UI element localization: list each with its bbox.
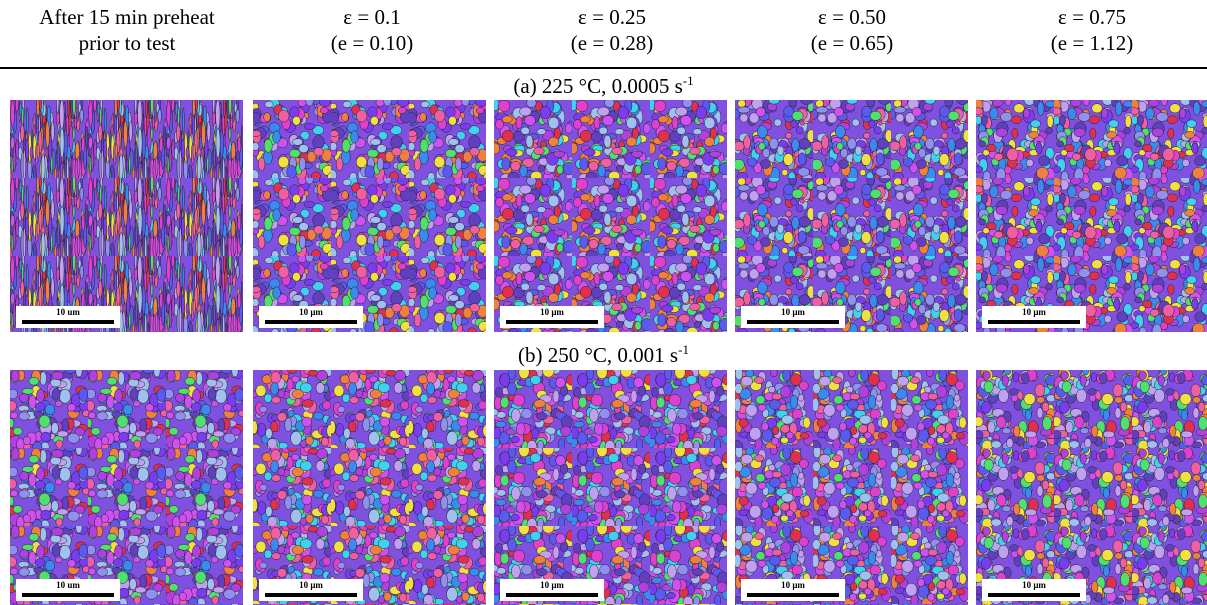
column-header: ε = 0.25 (e = 0.28) — [492, 4, 732, 56]
micrograph — [253, 370, 486, 605]
micrograph — [976, 370, 1207, 605]
micrograph — [494, 100, 727, 332]
micrograph-panel: 10 μm — [494, 100, 727, 332]
micrograph-panel: 10 μm — [735, 370, 968, 605]
header-line: (e = 0.28) — [570, 31, 654, 55]
micrograph — [976, 100, 1207, 332]
header-line: prior to test — [78, 31, 176, 55]
header-line: ε = 0.1 — [343, 5, 401, 29]
micrograph — [10, 370, 243, 605]
scale-bar-line — [506, 320, 598, 324]
scale-bar-line — [747, 320, 839, 324]
column-header: ε = 0.75 (e = 1.12) — [972, 4, 1207, 56]
row-label-exponent: -1 — [682, 73, 694, 88]
scale-bar-text: 10 μm — [540, 307, 564, 317]
micrograph — [494, 370, 727, 605]
scale-bar-text: 10 μm — [1022, 307, 1046, 317]
scale-bar: 10 μm — [259, 306, 363, 328]
header-line: After 15 min preheat — [39, 5, 215, 29]
header-line: (e = 1.12) — [1050, 31, 1134, 55]
scale-bar: 10 μm — [741, 579, 845, 601]
header-line: (e = 0.65) — [810, 31, 894, 55]
row-label: (a) 225 °C, 0.0005 s-1 — [0, 73, 1207, 99]
scale-bar-line — [747, 593, 839, 597]
scale-bar: 10 μm — [741, 306, 845, 328]
scale-bar-line — [22, 593, 114, 597]
scale-bar: 10 μm — [982, 579, 1086, 601]
row-label-text: (a) 225 °C, 0.0005 s — [513, 74, 683, 98]
micrograph-panel: 10 μm — [976, 370, 1207, 605]
micrograph-panel: 10 μm — [253, 100, 486, 332]
column-header: ε = 0.1 (e = 0.10) — [252, 4, 492, 56]
scale-bar-line — [988, 320, 1080, 324]
row-label: (b) 250 °C, 0.001 s-1 — [0, 342, 1207, 368]
scale-bar-text: 10 μm — [1022, 580, 1046, 590]
scale-bar-line — [988, 593, 1080, 597]
scale-bar-line — [506, 593, 598, 597]
scale-bar-line — [265, 593, 357, 597]
column-header: ε = 0.50 (e = 0.65) — [732, 4, 972, 56]
micrograph-panel: 10 um — [10, 100, 243, 332]
header-line: ε = 0.50 — [818, 5, 886, 29]
scale-bar-text: 10 um — [56, 307, 80, 317]
scale-bar-text: 10 μm — [299, 307, 323, 317]
scale-bar-text: 10 μm — [781, 307, 805, 317]
scale-bar: 10 μm — [500, 579, 604, 601]
row-label-text: (b) 250 °C, 0.001 s — [518, 343, 679, 367]
micrograph-panel: 10 μm — [253, 370, 486, 605]
header-line: ε = 0.75 — [1058, 5, 1126, 29]
scale-bar: 10 μm — [500, 306, 604, 328]
scale-bar: 10 um — [16, 306, 120, 328]
micrograph-panel: 10 μm — [735, 100, 968, 332]
micrograph-panel: 10 μm — [494, 370, 727, 605]
scale-bar-line — [22, 320, 114, 324]
header-line: ε = 0.25 — [578, 5, 646, 29]
scale-bar-text: 10 μm — [299, 580, 323, 590]
scale-bar-text: 10 μm — [781, 580, 805, 590]
scale-bar-text: 10 μm — [540, 580, 564, 590]
row-label-exponent: -1 — [678, 342, 689, 357]
micrograph-panel: 10 μm — [976, 100, 1207, 332]
scale-bar: 10 μm — [982, 306, 1086, 328]
micrograph — [735, 100, 968, 332]
header-rule — [0, 67, 1207, 69]
scale-bar: 10 μm — [259, 579, 363, 601]
micrograph — [735, 370, 968, 605]
micrograph — [10, 100, 243, 332]
column-header: After 15 min preheat prior to test — [7, 4, 247, 56]
scale-bar-text: 10 um — [56, 580, 80, 590]
micrograph — [253, 100, 486, 332]
scale-bar-line — [265, 320, 357, 324]
scale-bar: 10 um — [16, 579, 120, 601]
header-line: (e = 0.10) — [330, 31, 414, 55]
micrograph-panel: 10 um — [10, 370, 243, 605]
